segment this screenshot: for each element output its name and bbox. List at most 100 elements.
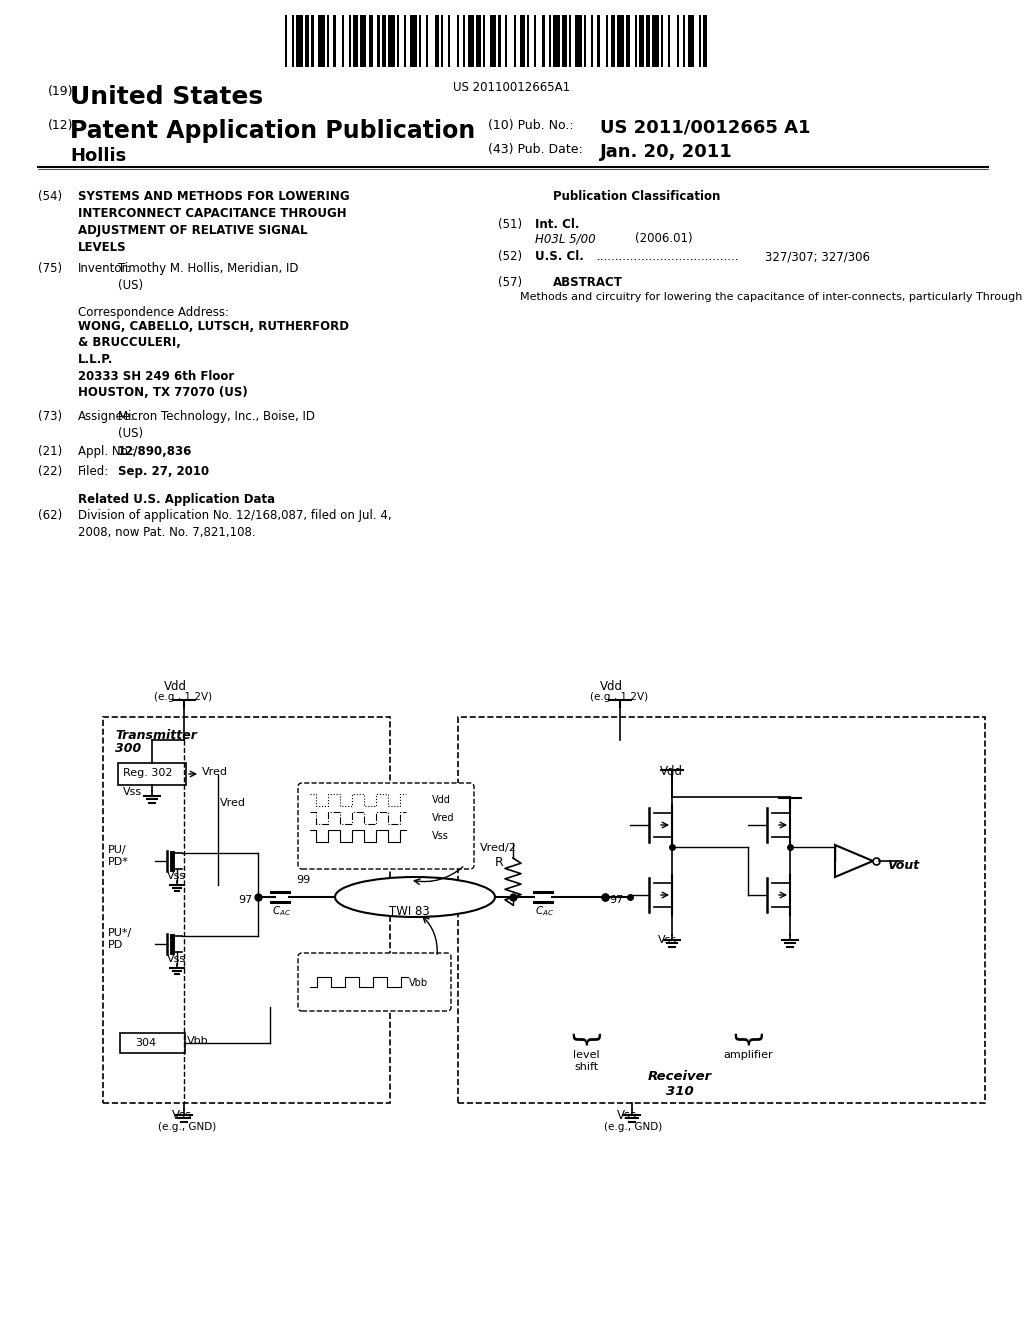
Bar xyxy=(568,15,571,67)
Bar xyxy=(683,15,685,67)
Bar xyxy=(382,15,386,67)
Text: shift: shift xyxy=(573,1063,598,1072)
Text: Related U.S. Application Data: Related U.S. Application Data xyxy=(78,492,275,506)
Text: (12): (12) xyxy=(48,119,74,132)
Text: amplifier: amplifier xyxy=(723,1049,773,1060)
Bar xyxy=(359,15,367,67)
Text: (52): (52) xyxy=(498,249,522,263)
Bar xyxy=(562,15,566,67)
Text: }: } xyxy=(568,1032,597,1051)
Text: Vred: Vred xyxy=(202,767,228,777)
Text: 310: 310 xyxy=(667,1085,694,1098)
Ellipse shape xyxy=(335,876,495,917)
Bar xyxy=(353,15,357,67)
Text: Vss: Vss xyxy=(432,832,449,841)
Text: Receiver: Receiver xyxy=(648,1071,712,1082)
Bar xyxy=(292,15,294,67)
Text: Reg. 302: Reg. 302 xyxy=(123,768,172,777)
Bar xyxy=(617,15,624,67)
Text: $C_{AC}$: $C_{AC}$ xyxy=(535,904,554,917)
Bar xyxy=(585,15,587,67)
Text: Vbb: Vbb xyxy=(409,978,428,987)
Bar xyxy=(369,15,373,67)
Text: 99: 99 xyxy=(296,875,310,884)
Bar xyxy=(468,15,474,67)
Bar xyxy=(318,15,325,67)
Text: SYSTEMS AND METHODS FOR LOWERING
INTERCONNECT CAPACITANCE THROUGH
ADJUSTMENT OF : SYSTEMS AND METHODS FOR LOWERING INTERCO… xyxy=(78,190,349,253)
Bar xyxy=(483,15,485,67)
Text: Patent Application Publication: Patent Application Publication xyxy=(70,119,475,143)
Bar xyxy=(419,15,422,67)
Bar xyxy=(388,15,395,67)
FancyBboxPatch shape xyxy=(298,953,451,1011)
Text: (2006.01): (2006.01) xyxy=(635,232,692,246)
Bar xyxy=(668,15,670,67)
Text: (22): (22) xyxy=(38,465,62,478)
Text: Vss: Vss xyxy=(167,871,186,880)
Text: Hollis: Hollis xyxy=(70,147,126,165)
Bar xyxy=(426,15,428,67)
Bar xyxy=(652,15,659,67)
Text: PD*: PD* xyxy=(108,857,129,867)
Text: 327/307; 327/306: 327/307; 327/306 xyxy=(765,249,870,263)
Bar xyxy=(505,15,507,67)
Text: Int. Cl.: Int. Cl. xyxy=(535,218,580,231)
Text: (e.g., GND): (e.g., GND) xyxy=(604,1122,663,1133)
Bar xyxy=(447,15,450,67)
Bar xyxy=(626,15,631,67)
Text: Vdd: Vdd xyxy=(164,680,187,693)
Text: U.S. Cl.: U.S. Cl. xyxy=(535,249,584,263)
Text: Division of application No. 12/168,087, filed on Jul. 4,
2008, now Pat. No. 7,82: Division of application No. 12/168,087, … xyxy=(78,510,391,539)
Text: Vss: Vss xyxy=(123,787,142,797)
Bar xyxy=(646,15,650,67)
Text: 97: 97 xyxy=(609,895,624,906)
Bar xyxy=(677,15,679,67)
Text: United States: United States xyxy=(70,84,263,110)
Bar xyxy=(411,15,417,67)
Text: ......................................: ...................................... xyxy=(597,249,739,263)
Text: Assignee:: Assignee: xyxy=(78,411,135,422)
Text: R: R xyxy=(495,855,504,869)
Text: (51): (51) xyxy=(498,218,522,231)
Bar xyxy=(463,15,465,67)
Bar xyxy=(118,763,186,785)
Bar xyxy=(311,15,313,67)
Bar xyxy=(514,15,516,67)
Text: Vout: Vout xyxy=(887,859,920,873)
Bar xyxy=(489,15,497,67)
Text: Vbb: Vbb xyxy=(187,1036,209,1045)
Text: Methods and circuitry for lowering the capacitance of inter-connects, particular: Methods and circuitry for lowering the c… xyxy=(520,292,1024,302)
Text: (75): (75) xyxy=(38,261,62,275)
Text: Jan. 20, 2011: Jan. 20, 2011 xyxy=(600,143,733,161)
Text: Vss: Vss xyxy=(617,1109,637,1122)
Text: Inventor:: Inventor: xyxy=(78,261,131,275)
Text: (e.g., 1.2V): (e.g., 1.2V) xyxy=(590,692,648,702)
Text: Filed:: Filed: xyxy=(78,465,110,478)
Bar xyxy=(606,15,608,67)
Text: (21): (21) xyxy=(38,445,62,458)
Text: Micron Technology, Inc., Boise, ID
(US): Micron Technology, Inc., Boise, ID (US) xyxy=(118,411,315,440)
Text: Correspondence Address:: Correspondence Address: xyxy=(78,306,229,319)
Text: (19): (19) xyxy=(48,84,74,98)
Text: US 2011/0012665 A1: US 2011/0012665 A1 xyxy=(600,119,811,137)
Text: (e.g., 1.2V): (e.g., 1.2V) xyxy=(154,692,212,702)
Bar xyxy=(499,15,501,67)
Text: (62): (62) xyxy=(38,510,62,521)
Bar xyxy=(527,15,529,67)
Text: Vss: Vss xyxy=(172,1109,193,1122)
Bar xyxy=(575,15,582,67)
Bar xyxy=(687,15,694,67)
Text: Vred: Vred xyxy=(220,799,246,808)
Text: Transmitter: Transmitter xyxy=(115,729,197,742)
Bar xyxy=(378,15,380,67)
Text: Publication Classification: Publication Classification xyxy=(553,190,720,203)
Bar xyxy=(610,15,615,67)
Text: Vss: Vss xyxy=(658,935,677,945)
Text: WONG, CABELLO, LUTSCH, RUTHERFORD
& BRUCCULERI,
L.L.P.
20333 SH 249 6th Floor
HO: WONG, CABELLO, LUTSCH, RUTHERFORD & BRUC… xyxy=(78,319,349,399)
Bar xyxy=(635,15,637,67)
Bar xyxy=(476,15,481,67)
FancyBboxPatch shape xyxy=(298,783,474,869)
Bar xyxy=(534,15,536,67)
Bar xyxy=(553,15,560,67)
Bar xyxy=(397,15,399,67)
